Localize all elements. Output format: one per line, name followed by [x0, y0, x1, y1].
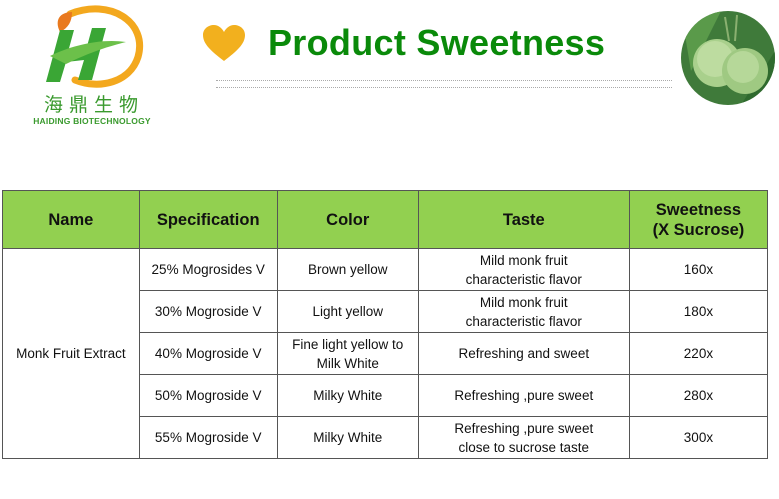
column-header-sweetness: Sweetness (X Sucrose) [628, 190, 769, 249]
title-divider-line [216, 80, 672, 81]
monk-fruit-image [681, 11, 775, 105]
title-divider-line [216, 87, 672, 88]
sweetness-cell: 180x [628, 290, 769, 333]
specification-cell: 40% Mogroside V [138, 332, 278, 375]
sweetness-cell: 220x [628, 332, 769, 375]
specification-cell: 30% Mogroside V [138, 290, 278, 333]
specification-cell: 55% Mogroside V [138, 416, 278, 459]
taste-cell: Refreshing ,pure sweet [417, 374, 630, 417]
haiding-logo-mark-icon [46, 5, 144, 88]
column-header-taste: Taste [417, 190, 630, 249]
color-cell: Light yellow [276, 290, 419, 333]
specification-cell: 50% Mogroside V [138, 374, 278, 417]
color-cell: Milky White [276, 416, 419, 459]
taste-cell: Mild monk fruit characteristic flavor [417, 248, 630, 291]
sweetness-table: Name Specification Color Taste Sweetness… [2, 190, 769, 459]
sweetness-cell: 160x [628, 248, 769, 291]
table-row: Monk Fruit Extract 25% Mogrosides V Brow… [2, 248, 769, 459]
logo-chinese-name: 海鼎生物 [43, 94, 144, 116]
table-row: 55% Mogroside V Milky White Refreshing ,… [3, 416, 769, 459]
column-header-specification: Specification [138, 190, 278, 249]
taste-cell: Refreshing ,pure sweet close to sucrose … [417, 416, 630, 459]
company-logo: 海鼎生物 HAIDING BIOTECHNOLOGY [20, 2, 160, 127]
specification-cell: 25% Mogrosides V [138, 248, 278, 291]
taste-cell: Refreshing and sweet [417, 332, 630, 375]
sweetness-cell: 300x [628, 416, 769, 459]
table-row: 30% Mogroside V Light yellow Mild monk f… [3, 290, 769, 333]
heart-icon [203, 25, 245, 68]
sweetness-cell: 280x [628, 374, 769, 417]
color-cell: Brown yellow [276, 248, 419, 291]
color-cell: Fine light yellow to Milk White [276, 332, 419, 375]
color-cell: Milky White [276, 374, 419, 417]
taste-cell: Mild monk fruit characteristic flavor [417, 290, 630, 333]
table-header-row: Name Specification Color Taste Sweetness… [2, 190, 769, 249]
column-header-name: Name [2, 190, 140, 249]
page-title: Product Sweetness [268, 22, 606, 63]
logo-english-name: HAIDING BIOTECHNOLOGY [33, 116, 151, 126]
table-row: 40% Mogroside V Fine light yellow to Mil… [3, 332, 769, 375]
column-header-color: Color [276, 190, 419, 249]
product-name-cell: Monk Fruit Extract [2, 248, 140, 459]
